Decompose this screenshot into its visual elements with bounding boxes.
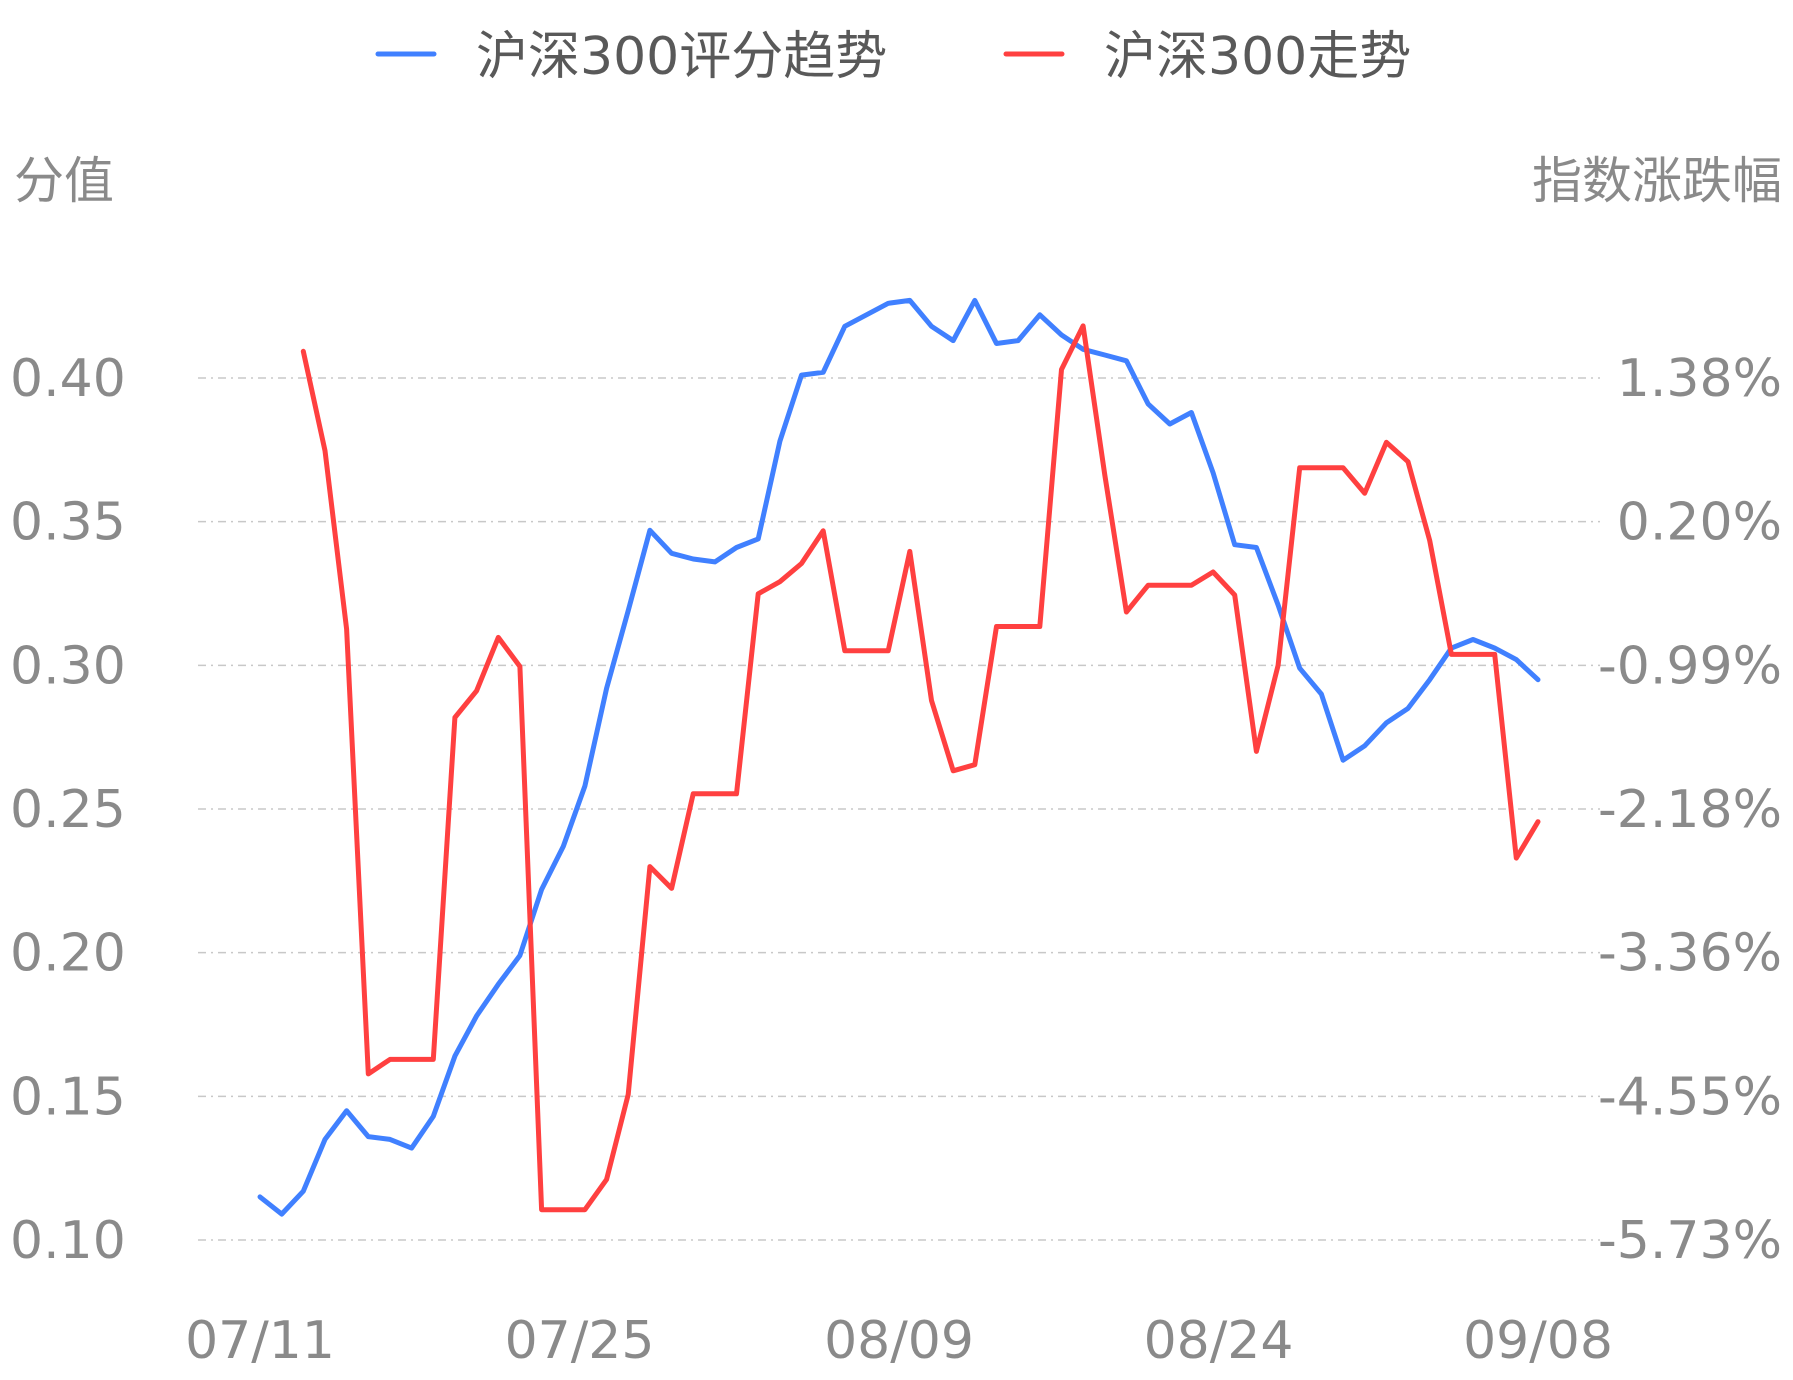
series-line-score [257,297,1541,1217]
series-line-index [300,323,1541,1213]
y-left-tick-label: 0.20 [10,924,126,984]
y-right-tick-label: -3.36% [1598,924,1782,984]
y-right-tick-label: 0.20% [1617,493,1782,553]
x-tick-label: 07/11 [185,1311,335,1371]
x-tick-label: 08/09 [824,1311,974,1371]
y-right-tick-label: -5.73% [1598,1211,1782,1271]
y-right-axis-title: 指数涨跌幅 [1532,152,1782,210]
y-right-tick-labels: -5.73% -4.55% -3.36% -2.18% -0.99% 0.20% 1.38% [1598,349,1782,1271]
y-right-tick-label: -0.99% [1598,636,1782,696]
y-left-tick-label: 0.25 [10,780,126,840]
y-right-tick-label: -2.18% [1598,780,1782,840]
x-tick-label: 09/08 [1463,1311,1613,1371]
legend-label-score: 沪深300评分趋势 [476,27,887,87]
y-left-tick-label: 0.40 [10,349,126,409]
y-left-tick-label: 0.35 [10,493,126,553]
x-tick-labels: 07/11 07/25 08/09 08/24 09/08 [185,1311,1613,1371]
y-left-axis-title: 分值 [14,152,114,210]
y-right-tick-label: 1.38% [1617,349,1782,409]
y-left-tick-label: 0.15 [10,1067,126,1127]
legend-label-index: 沪深300走势 [1104,27,1411,87]
x-tick-label: 07/25 [505,1311,655,1371]
y-left-tick-label: 0.10 [10,1211,126,1271]
y-right-tick-label: -4.55% [1598,1067,1782,1127]
y-left-tick-label: 0.30 [10,636,126,696]
gridlines [198,377,1600,1241]
y-left-tick-labels: 0.10 0.15 0.20 0.25 0.30 0.35 0.40 [10,349,126,1271]
legend: 沪深300评分趋势 沪深300走势 [375,27,1411,87]
series-lines [257,297,1541,1217]
x-tick-label: 08/24 [1144,1311,1294,1371]
